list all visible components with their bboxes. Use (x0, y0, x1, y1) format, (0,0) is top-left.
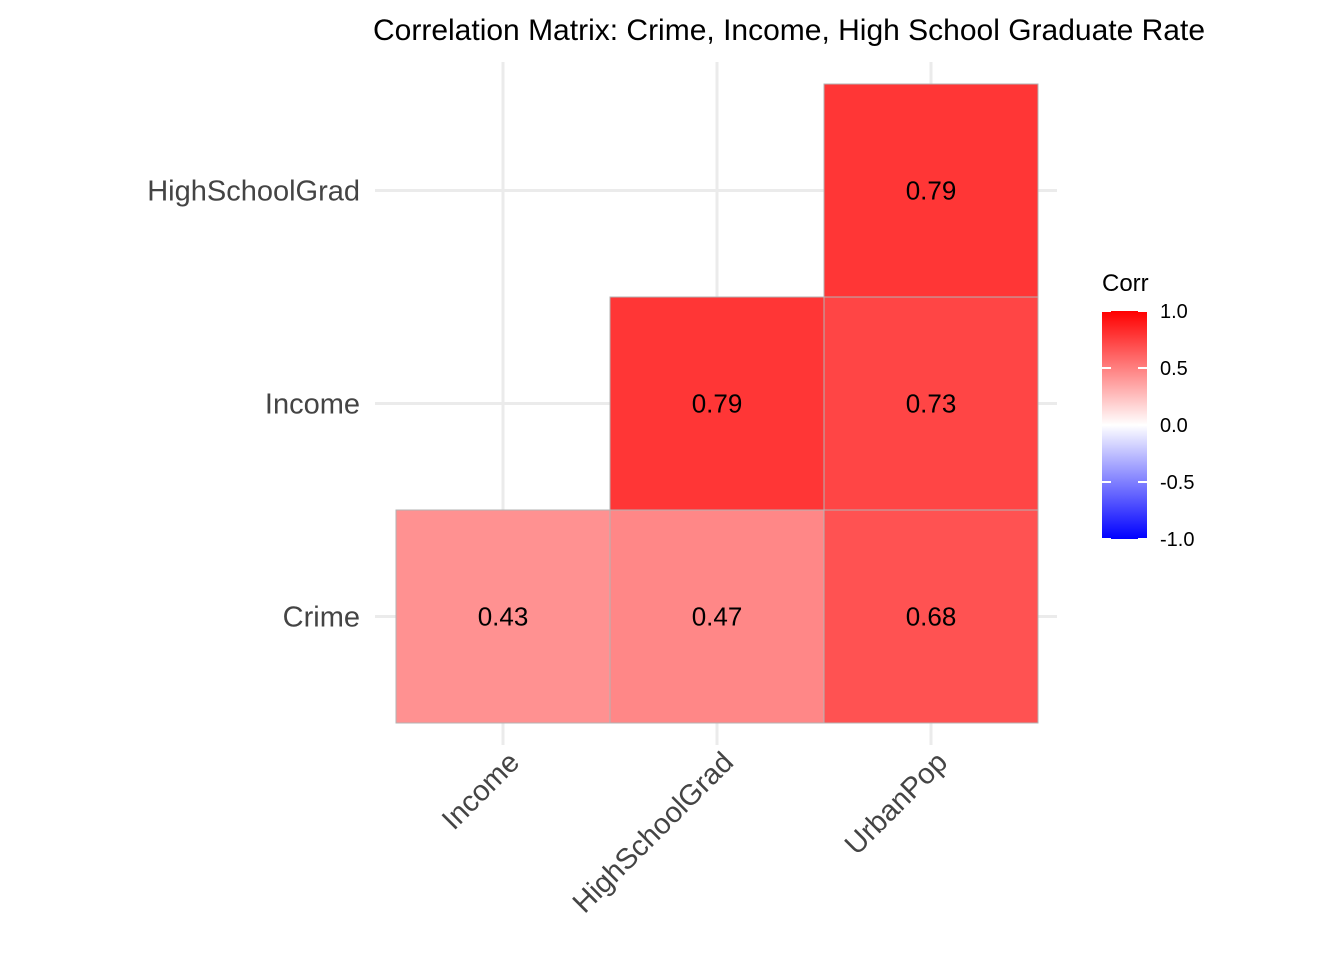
x-tick-label: Income (436, 746, 526, 836)
heatmap-cell (609, 509, 825, 724)
cell-value-label: 0.47 (692, 602, 743, 632)
cell-value-label: 0.73 (906, 389, 957, 419)
heatmap-cells: 0.43 0.47 0.68 0.79 0.73 0.79 (395, 83, 1039, 724)
x-axis-labels: Income HighSchoolGrad UrbanPop (436, 746, 954, 919)
legend-tick-label: 0.5 (1160, 358, 1188, 380)
x-tick-label: UrbanPop (839, 746, 954, 861)
color-legend: Corr 1.0 0.5 0.0 -0.5 -1.0 (1102, 270, 1194, 551)
y-tick-label: Income (265, 389, 360, 421)
x-tick-label: HighSchoolGrad (567, 746, 740, 919)
cell-value-label: 0.68 (906, 602, 957, 632)
legend-tick-label: -0.5 (1160, 472, 1194, 494)
cell-value-label: 0.79 (906, 176, 957, 206)
cell-value-label: 0.79 (692, 389, 743, 419)
legend-tick-label: -1.0 (1160, 529, 1194, 551)
cell-value-label: 0.43 (478, 602, 529, 632)
legend-title: Corr (1102, 270, 1149, 297)
legend-tick-label: 0.0 (1160, 415, 1188, 437)
heatmap-cell (823, 296, 1039, 511)
heatmap-cell (823, 83, 1039, 298)
legend-tick-label: 1.0 (1160, 301, 1188, 323)
y-axis-labels: Crime Income HighSchoolGrad (147, 176, 360, 634)
heatmap-cell (395, 509, 611, 724)
chart-title: Correlation Matrix: Crime, Income, High … (373, 14, 1205, 47)
y-tick-label: HighSchoolGrad (147, 176, 360, 208)
y-tick-label: Crime (283, 602, 360, 634)
heatmap-cell (609, 296, 825, 511)
